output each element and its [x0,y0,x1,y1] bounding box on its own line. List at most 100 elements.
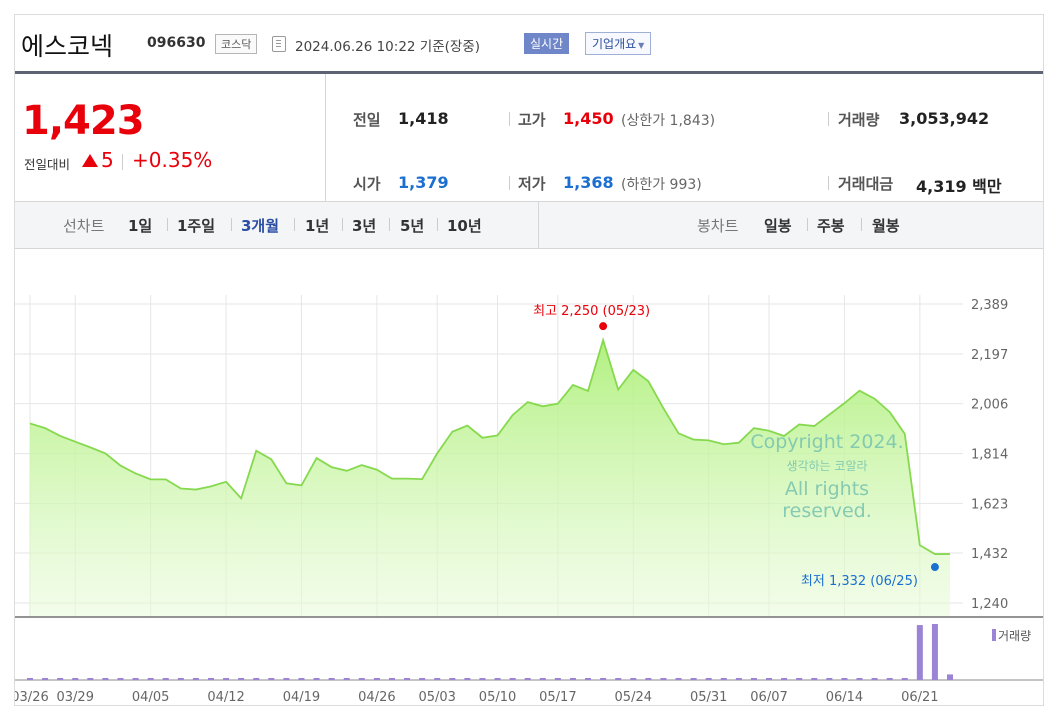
divider [828,112,829,126]
tab-1y[interactable]: 1년 [305,217,330,235]
line-chart-label: 선차트 [63,217,105,235]
volume-bar [298,678,305,680]
x-tick-label: 03/29 [57,690,94,705]
volume-bar [630,678,637,680]
chart-tabs: 선차트 1일 1주일 3개월 1년 3년 5년 10년 봉차트 일봉 주봉 월봉 [15,202,1043,249]
x-tick-label: 04/05 [132,690,169,705]
x-tick-label: 05/03 [418,690,455,705]
tab-1d[interactable]: 1일 [128,217,153,235]
price-summary: 1,423 전일대비 5 +0.35% 전일 1,418 고가 1,450 (상… [15,74,1043,202]
open-value: 1,379 [398,173,449,192]
volume-bar [419,678,426,680]
volume-label: 거래량 [838,111,880,129]
volume-bar [404,678,411,680]
volume-bar [509,678,516,680]
high-value: 1,450 [563,109,614,128]
volume-bar [177,678,184,680]
change-label: 전일대비 [24,157,71,172]
volume-bar [147,678,154,680]
divider [122,154,123,170]
watermark: Copyright 2024. 생각하는 코알라 All rights rese… [742,431,912,522]
trade-value-label: 거래대금 [838,175,894,193]
volume-bar [524,678,531,680]
divider [807,218,808,231]
volume-bar [660,678,667,680]
low-marker [930,563,939,572]
low-annotation: 최저 1,332 (06/25) [801,574,918,589]
y-tick-label: 2,006 [971,398,1008,413]
open-label: 시가 [353,175,381,193]
tab-1w[interactable]: 1주일 [177,217,216,235]
volume-bar [766,678,773,680]
tab-3m[interactable]: 3개월 [241,217,280,235]
volume-bar [947,674,953,680]
y-tick-label: 2,389 [971,298,1008,313]
volume-bar [539,678,546,680]
stock-name: 에스코넥 [21,32,114,61]
volume-bar [373,678,380,680]
volume-bar [328,678,335,680]
volume-bar [102,678,109,680]
volume-legend-swatch [992,629,996,641]
volume-bar [57,678,64,680]
company-overview-label: 기업개요 [592,37,637,51]
volume-bar [27,678,33,680]
volume-bar [253,678,260,680]
volume-bar [826,678,833,680]
volume-bar [554,678,561,680]
x-tick-label: 04/26 [358,690,395,705]
volume-bar [162,678,169,680]
volume-bar [238,678,245,680]
volume-bar [283,678,290,680]
volume-bar [690,678,697,680]
volume-bar [615,678,622,680]
realtime-button[interactable]: 실시간 [524,33,570,54]
x-tick-label: 06/21 [901,690,938,705]
divider [861,218,862,231]
stock-header: 에스코넥 096630 코스닥 2024.06.26 10:22 기준(장중) … [15,15,1043,74]
volume-bar [750,678,757,680]
volume-bar [434,678,441,680]
y-tick-label: 1,432 [971,547,1008,562]
tab-daily[interactable]: 일봉 [764,217,792,235]
x-tick-label: 06/14 [826,690,863,705]
watermark-line3: All rights reserved. [782,478,872,522]
volume-bar [268,678,275,680]
volume-bar [449,678,456,680]
volume-bar [343,678,350,680]
volume-bar [569,678,576,680]
volume-bar [358,678,365,680]
x-tick-label: 05/10 [479,690,516,705]
volume-bar [720,678,727,680]
company-overview-button[interactable]: 기업개요 ▼ [585,32,652,55]
y-tick-label: 2,197 [971,348,1008,363]
divider [294,218,295,231]
x-tick-label: 05/17 [539,690,576,705]
volume-bar [916,625,923,680]
stock-code: 096630 [147,35,206,51]
up-triangle-icon [82,154,98,167]
current-price: 1,423 [22,98,145,144]
volume-bar [796,678,803,680]
y-tick-label: 1,623 [971,497,1008,512]
volume-bar [585,678,592,680]
document-icon [272,36,286,52]
volume-value: 3,053,942 [899,109,990,128]
tab-5y[interactable]: 5년 [400,217,425,235]
lower-limit: (하한가 993) [621,177,702,193]
price-area-fill [30,340,950,616]
high-label: 고가 [518,111,546,129]
x-tick-label: 03/26 [15,690,49,705]
volume-bar [388,678,395,680]
x-tick-label: 05/24 [615,690,652,705]
timestamp-basis: 기준(장중) [419,39,481,55]
volume-bar [901,678,908,680]
x-tick-label: 05/31 [690,690,727,705]
tab-3y[interactable]: 3년 [352,217,377,235]
high-annotation: 최고 2,250 (05/23) [533,304,650,319]
tab-10y[interactable]: 10년 [447,217,482,235]
tab-monthly[interactable]: 월봉 [872,217,900,235]
volume-bar [856,678,863,680]
volume-bar [132,678,139,680]
tab-weekly[interactable]: 주봉 [817,217,845,235]
